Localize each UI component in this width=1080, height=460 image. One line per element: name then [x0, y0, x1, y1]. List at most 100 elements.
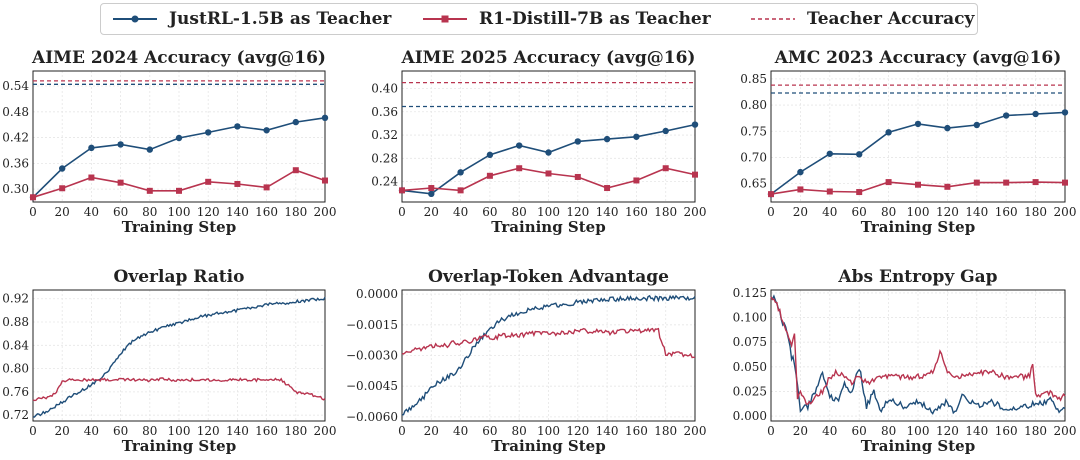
- y-tick-label: −0.0060: [346, 410, 398, 424]
- data-point-justrl: [545, 149, 552, 156]
- x-tick-label: 80: [512, 424, 527, 438]
- x-tick-label: 0: [767, 205, 775, 219]
- chart-title: Abs Entropy Gap: [837, 267, 997, 287]
- y-tick-label: 0.65: [740, 177, 767, 191]
- data-point-justrl: [691, 121, 699, 128]
- y-tick-label: 0.76: [2, 385, 29, 399]
- x-tick-label: 100: [168, 205, 191, 219]
- x-tick-label: 60: [852, 424, 867, 438]
- x-tick-label: 120: [197, 205, 220, 219]
- x-tick-label: 80: [881, 424, 896, 438]
- x-tick-label: 80: [142, 424, 157, 438]
- x-tick-label: 140: [965, 424, 988, 438]
- chart-title: Overlap Ratio: [114, 267, 245, 287]
- x-tick-label: 60: [852, 205, 867, 219]
- x-axis-label: Training Step: [122, 437, 236, 455]
- x-tick-label: 0: [398, 205, 406, 219]
- legend-label-r1: R1-Distill-7B as Teacher: [479, 9, 711, 29]
- grid-lines: [32, 290, 326, 421]
- y-tick-label: −0.0045: [346, 379, 398, 393]
- plot-frame: [32, 289, 326, 422]
- data-point-r1: [117, 179, 124, 186]
- x-tick-label: 140: [596, 205, 619, 219]
- data-point-justrl: [1032, 110, 1039, 118]
- x-tick-label: 40: [453, 424, 468, 438]
- data-point-justrl: [944, 124, 951, 132]
- x-tick-label: 60: [482, 205, 497, 219]
- legend-item-justrl: JustRL-1.5B as Teacher: [111, 4, 391, 34]
- x-tick-label: 120: [936, 424, 959, 438]
- series-line-r1: [401, 327, 696, 359]
- x-tick-label: 180: [654, 205, 677, 219]
- x-tick-label: 120: [566, 205, 589, 219]
- data-point-r1: [88, 174, 95, 181]
- y-tick-label: 0.42: [2, 131, 29, 145]
- data-point-r1: [692, 171, 698, 178]
- y-tick-label: 0.125: [733, 286, 767, 300]
- series-line-justrl: [32, 296, 326, 418]
- y-tick-label: 0.40: [371, 81, 398, 95]
- x-tick-label: 180: [284, 424, 307, 438]
- data-point-r1: [176, 187, 182, 194]
- x-tick-label: 0: [29, 205, 37, 219]
- series-line-r1: [32, 377, 326, 402]
- data-point-r1: [1003, 179, 1010, 186]
- y-tick-label: 0.84: [2, 338, 29, 352]
- data-point-justrl: [263, 127, 270, 134]
- x-tick-label: 160: [255, 424, 278, 438]
- data-point-r1: [457, 187, 464, 194]
- legend-label-justrl: JustRL-1.5B as Teacher: [169, 9, 392, 29]
- x-tick-label: 140: [226, 205, 249, 219]
- plot-frame: [770, 289, 1066, 422]
- data-point-justrl: [826, 150, 833, 157]
- data-point-r1: [205, 178, 212, 185]
- data-point-justrl: [457, 169, 464, 176]
- data-point-justrl: [1003, 112, 1010, 119]
- data-point-r1: [486, 172, 493, 179]
- x-tick-label: 60: [113, 424, 128, 438]
- data-point-justrl: [797, 168, 804, 176]
- data-point-r1: [944, 183, 951, 190]
- legend: JustRL-1.5B as Teacher R1-Distill-7B as …: [100, 3, 978, 35]
- series-line-justrl: [401, 294, 696, 416]
- data-point-r1: [856, 189, 863, 196]
- y-tick-label: −0.0015: [346, 318, 398, 332]
- series-line-r1: [770, 296, 1066, 405]
- x-tick-label: 0: [398, 424, 406, 438]
- chart-1: 0 20 40 60 80 100 120 140 160 180 200 0.24 0.28 0.32 0…: [371, 48, 706, 236]
- x-tick-label: 100: [907, 205, 930, 219]
- data-point-r1: [574, 173, 581, 180]
- x-tick-label: 200: [1054, 424, 1077, 438]
- x-tick-label: 80: [142, 205, 157, 219]
- grid-lines: [770, 290, 1066, 421]
- grid-lines: [401, 71, 696, 202]
- y-tick-label: 0.0000: [356, 287, 398, 301]
- data-point-justrl: [175, 134, 183, 142]
- data-point-r1: [234, 180, 241, 187]
- x-tick-label: 20: [793, 205, 808, 219]
- x-tick-label: 100: [168, 424, 191, 438]
- x-tick-label: 60: [113, 205, 128, 219]
- legend-item-teacher: Teacher Accuracy: [749, 4, 974, 34]
- y-tick-label: 0.30: [2, 182, 29, 196]
- x-tick-label: 20: [55, 424, 70, 438]
- y-tick-label: 0.28: [371, 151, 398, 165]
- data-point-justrl: [885, 129, 892, 136]
- x-tick-label: 0: [29, 424, 37, 438]
- x-tick-label: 20: [793, 424, 808, 438]
- x-tick-label: 160: [625, 205, 648, 219]
- data-point-r1: [915, 181, 921, 188]
- data-point-justrl: [1061, 109, 1069, 116]
- y-tick-label: 0.72: [2, 408, 29, 422]
- x-tick-label: 180: [1024, 205, 1047, 219]
- data-point-r1: [1032, 179, 1039, 186]
- data-point-justrl: [205, 129, 212, 136]
- x-tick-label: 120: [566, 424, 589, 438]
- x-axis-label: Training Step: [122, 218, 236, 236]
- x-tick-label: 40: [84, 424, 99, 438]
- x-tick-label: 20: [424, 205, 439, 219]
- x-axis-label: Training Step: [491, 437, 605, 455]
- data-point-justrl: [633, 133, 640, 140]
- x-tick-label: 160: [625, 424, 648, 438]
